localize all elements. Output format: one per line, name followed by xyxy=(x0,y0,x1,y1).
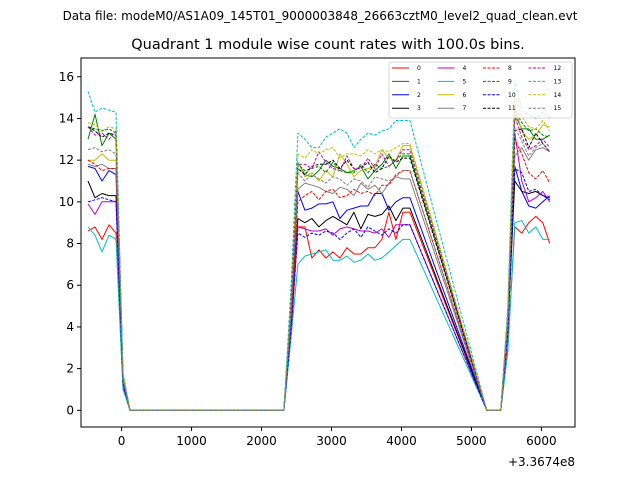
legend-label-14: 14 xyxy=(554,92,562,99)
x-tick-label: 5000 xyxy=(456,434,487,448)
legend-label-10: 10 xyxy=(508,92,516,99)
series-line-5 xyxy=(87,220,550,411)
x-tick-label: 4000 xyxy=(386,434,417,448)
plot-frame xyxy=(80,57,576,428)
legend-label-4: 4 xyxy=(463,65,467,72)
series-line-3 xyxy=(87,180,550,411)
series-line-8 xyxy=(87,138,551,411)
y-tick-label: 6 xyxy=(66,278,74,292)
legend-label-0: 0 xyxy=(417,65,421,72)
y-tick-label: 12 xyxy=(59,153,74,167)
x-offset-label: +3.3674e8 xyxy=(508,455,575,469)
chart-title: Quadrant 1 module wise count rates with … xyxy=(131,37,525,53)
legend-label-5: 5 xyxy=(463,78,467,85)
y-tick-label: 10 xyxy=(59,195,74,209)
series-line-0 xyxy=(87,211,551,411)
series-line-4 xyxy=(87,132,551,411)
y-tick-label: 4 xyxy=(66,320,74,334)
series-line-9 xyxy=(87,109,550,411)
data-file-caption: Data file: modeM0/AS1A09_145T01_90000038… xyxy=(63,9,578,23)
legend-label-7: 7 xyxy=(463,105,467,112)
legend-label-15: 15 xyxy=(554,105,562,112)
x-tick-label: 0 xyxy=(118,434,126,448)
series-line-14 xyxy=(87,97,551,411)
legend-label-9: 9 xyxy=(508,78,512,85)
x-tick-label: 3000 xyxy=(316,434,347,448)
legend-box xyxy=(388,61,573,119)
legend-label-8: 8 xyxy=(508,65,512,72)
series-line-11 xyxy=(87,126,551,411)
y-tick-label: 16 xyxy=(59,70,74,84)
x-tick-label: 6000 xyxy=(526,434,557,448)
series-line-1 xyxy=(87,113,551,411)
legend-label-2: 2 xyxy=(417,92,421,99)
legend-label-12: 12 xyxy=(554,65,562,72)
legend-label-13: 13 xyxy=(554,78,562,85)
series-line-13 xyxy=(87,80,551,411)
series-line-15 xyxy=(87,126,551,411)
legend-label-6: 6 xyxy=(463,92,467,99)
series-line-2 xyxy=(87,165,551,411)
x-tick-label: 1000 xyxy=(176,434,207,448)
y-tick-label: 14 xyxy=(59,111,74,125)
y-tick-label: 0 xyxy=(66,403,74,417)
legend-label-3: 3 xyxy=(417,105,421,112)
series-line-12 xyxy=(87,115,551,411)
series-line-7 xyxy=(87,147,551,411)
x-tick-label: 2000 xyxy=(246,434,277,448)
y-tick-label: 8 xyxy=(66,237,74,251)
y-tick-label: 2 xyxy=(66,362,74,376)
legend-label-11: 11 xyxy=(508,105,516,112)
series-line-10 xyxy=(87,168,551,411)
legend-label-1: 1 xyxy=(417,78,421,85)
series-layer xyxy=(87,80,551,411)
